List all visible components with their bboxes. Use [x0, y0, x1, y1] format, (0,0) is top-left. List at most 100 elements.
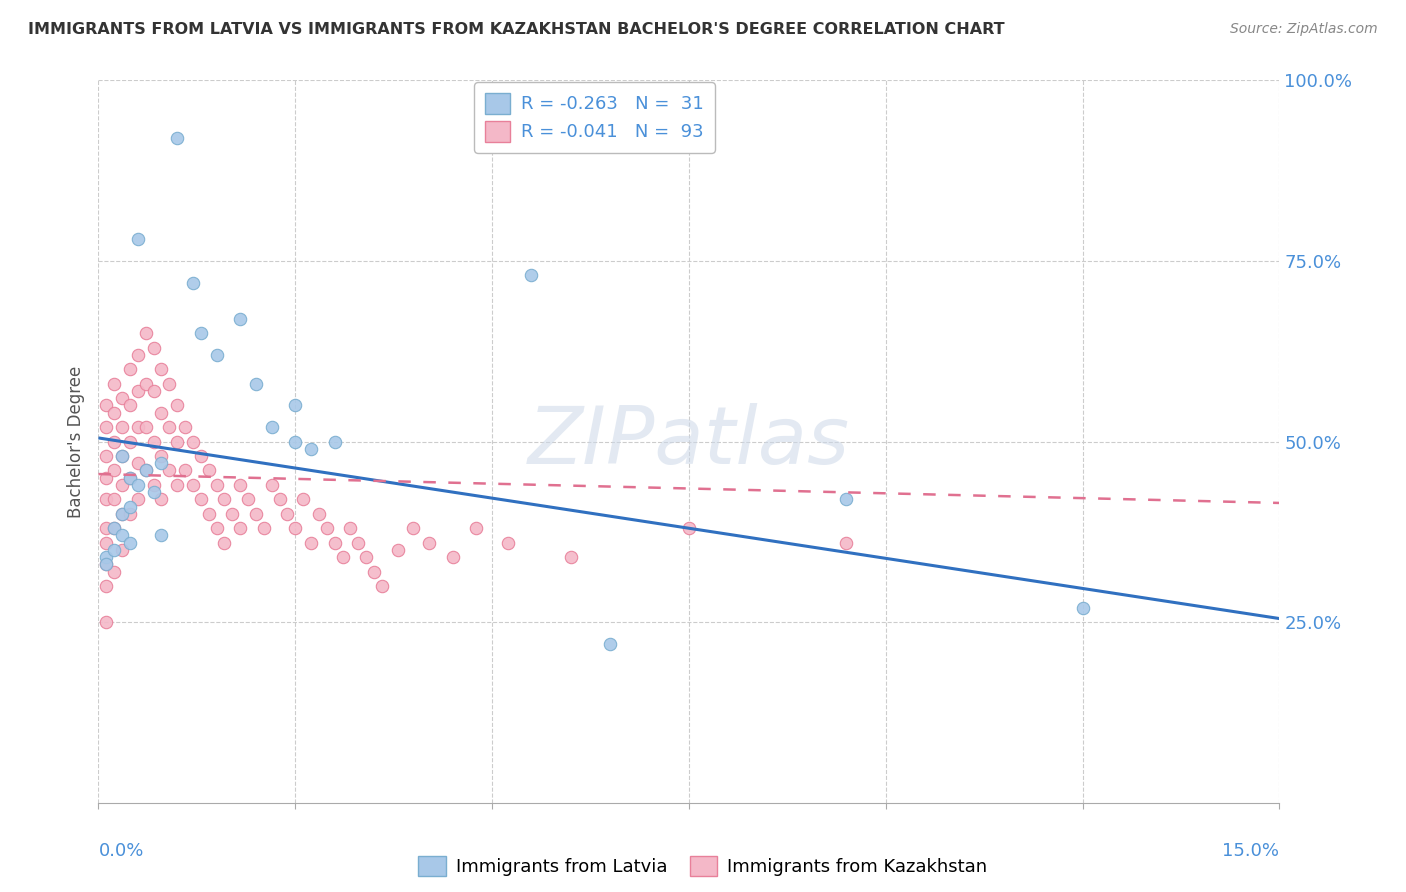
Point: [111, 449, 134, 463]
Point: [118, 470, 141, 484]
Point: [284, 398, 307, 412]
Point: [150, 406, 173, 420]
Point: [835, 535, 858, 549]
Point: [157, 376, 180, 391]
Point: [96, 521, 118, 535]
Point: [111, 507, 134, 521]
Point: [229, 311, 252, 326]
Point: [118, 470, 141, 484]
Point: [308, 507, 330, 521]
Point: [371, 579, 394, 593]
Point: [205, 521, 228, 535]
Point: [96, 449, 118, 463]
Point: [339, 521, 361, 535]
Point: [142, 485, 165, 500]
Point: [1071, 600, 1094, 615]
Point: [560, 550, 582, 565]
Point: [96, 420, 118, 434]
Point: [103, 542, 125, 557]
Point: [127, 232, 149, 246]
Point: [96, 398, 118, 412]
Point: [835, 492, 858, 507]
Point: [142, 478, 165, 492]
Point: [96, 492, 118, 507]
Point: [111, 449, 134, 463]
Point: [157, 420, 180, 434]
Point: [284, 521, 307, 535]
Point: [135, 376, 157, 391]
Point: [103, 463, 125, 477]
Point: [103, 492, 125, 507]
Point: [135, 463, 157, 477]
Point: [174, 463, 197, 477]
Point: [111, 507, 134, 521]
Point: [135, 326, 157, 340]
Point: [347, 535, 370, 549]
Point: [103, 406, 125, 420]
Point: [245, 507, 267, 521]
Y-axis label: Bachelor's Degree: Bachelor's Degree: [66, 366, 84, 517]
Point: [103, 521, 125, 535]
Legend: R = -0.263   N =  31, R = -0.041   N =  93: R = -0.263 N = 31, R = -0.041 N = 93: [474, 82, 714, 153]
Point: [127, 384, 149, 398]
Point: [127, 348, 149, 362]
Point: [96, 579, 118, 593]
Point: [166, 398, 188, 412]
Point: [465, 521, 488, 535]
Point: [197, 507, 219, 521]
Point: [111, 478, 134, 492]
Point: [103, 521, 125, 535]
Point: [150, 449, 173, 463]
Point: [441, 550, 464, 565]
Point: [135, 420, 157, 434]
Point: [496, 535, 519, 549]
Point: [111, 420, 134, 434]
Point: [111, 391, 134, 405]
Point: [181, 276, 204, 290]
Point: [181, 434, 204, 449]
Point: [214, 492, 236, 507]
Point: [387, 542, 409, 557]
Point: [354, 550, 377, 565]
Point: [197, 463, 219, 477]
Point: [299, 535, 322, 549]
Point: [402, 521, 425, 535]
Point: [166, 131, 188, 145]
Point: [315, 521, 337, 535]
Point: [111, 542, 134, 557]
Point: [190, 326, 212, 340]
Point: [214, 535, 236, 549]
Point: [599, 637, 621, 651]
Point: [96, 470, 118, 484]
Point: [118, 535, 141, 549]
Point: [127, 456, 149, 470]
Point: [118, 434, 141, 449]
Point: [96, 550, 118, 565]
Point: [205, 478, 228, 492]
Point: [418, 535, 440, 549]
Point: [96, 558, 118, 572]
Point: [103, 565, 125, 579]
Point: [150, 528, 173, 542]
Point: [323, 535, 346, 549]
Point: [229, 521, 252, 535]
Point: [135, 463, 157, 477]
Point: [276, 507, 298, 521]
Point: [150, 362, 173, 376]
Point: [520, 268, 543, 283]
Point: [284, 434, 307, 449]
Point: [150, 492, 173, 507]
Point: [142, 434, 165, 449]
Point: [205, 348, 228, 362]
Point: [323, 434, 346, 449]
Point: [363, 565, 385, 579]
Point: [142, 384, 165, 398]
Point: [299, 442, 322, 456]
Point: [96, 535, 118, 549]
Point: [111, 528, 134, 542]
Point: [236, 492, 259, 507]
Text: 0.0%: 0.0%: [98, 842, 143, 860]
Point: [678, 521, 700, 535]
Point: [190, 492, 212, 507]
Point: [229, 478, 252, 492]
